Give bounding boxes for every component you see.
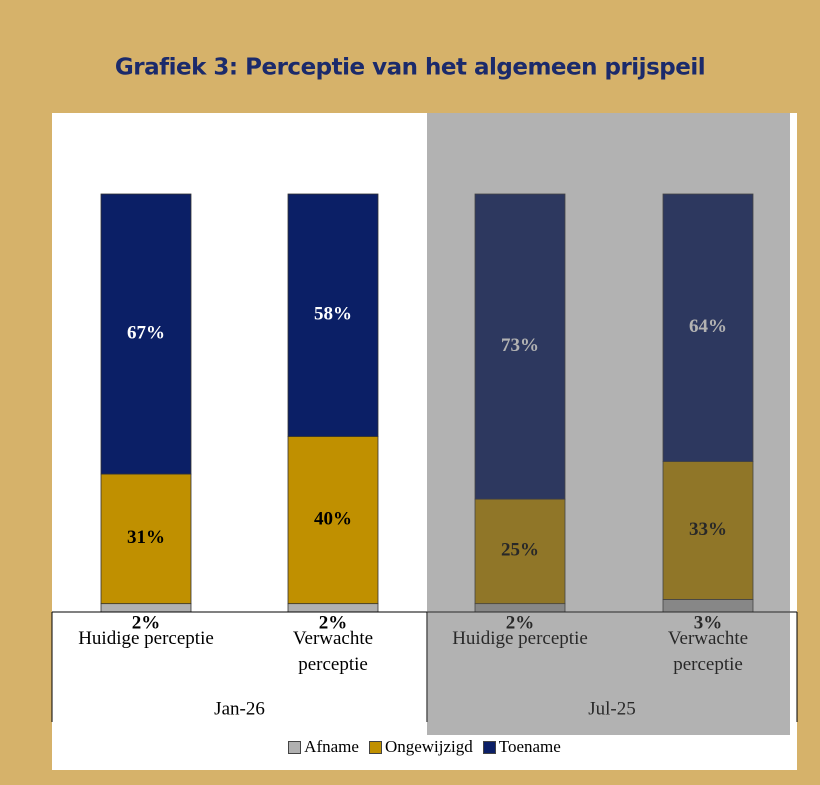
legend-swatch: [288, 740, 302, 754]
group-label: Jan-26: [214, 698, 265, 719]
bar-segment: [287, 603, 379, 613]
bar-segment: [662, 193, 754, 462]
category-label-box: Huidige perceptie: [452, 628, 588, 649]
legend-label: Afname: [304, 737, 359, 756]
bar-segment: [474, 498, 566, 605]
value-label: 58%: [314, 304, 352, 325]
category-label: Huidige perceptie: [78, 628, 214, 649]
bar-segment: [662, 461, 754, 600]
value-label: 2%: [319, 612, 348, 633]
value-label: 2%: [132, 612, 161, 633]
chart-title: Grafiek 3: Perceptie van het algemeen pr…: [115, 55, 705, 81]
value-label: 25%: [501, 540, 539, 561]
group-label: Jul-25: [588, 698, 636, 719]
category-label-box: Huidige perceptie: [78, 628, 214, 649]
category-label-box: Verwachte perceptie: [292, 628, 374, 675]
legend-item: Ongewijzigd: [368, 737, 473, 757]
value-label: 3%: [694, 612, 723, 633]
bar-segment: [100, 473, 192, 605]
legend-label: Ongewijzigd: [384, 737, 473, 756]
value-label: 31%: [127, 527, 165, 548]
legend: Afname Ongewijzigd Toename: [52, 737, 797, 757]
value-label: 67%: [127, 322, 165, 343]
category-label: Verwachte perceptie: [292, 628, 374, 675]
legend-label: Toename: [498, 737, 561, 756]
value-label: 73%: [501, 335, 539, 356]
legend-swatch: [482, 740, 496, 754]
value-label: 33%: [689, 519, 727, 540]
bar-segment: [100, 193, 192, 475]
bar-segment: [287, 193, 379, 437]
legend-swatch: [368, 740, 382, 754]
legend-item: Toename: [482, 737, 561, 757]
category-label: Huidige perceptie: [452, 628, 588, 649]
highlight-overlay: [427, 113, 790, 735]
category-label-box: Verwachte perceptie: [667, 628, 749, 675]
bar-segment: [287, 436, 379, 605]
legend-item: Afname: [288, 737, 359, 757]
value-label: 64%: [689, 316, 727, 337]
bar-segment: [474, 193, 566, 500]
value-label: 2%: [506, 612, 535, 633]
value-label: 40%: [314, 508, 352, 529]
category-label: Verwachte perceptie: [667, 628, 749, 675]
bar-segment: [100, 603, 192, 613]
